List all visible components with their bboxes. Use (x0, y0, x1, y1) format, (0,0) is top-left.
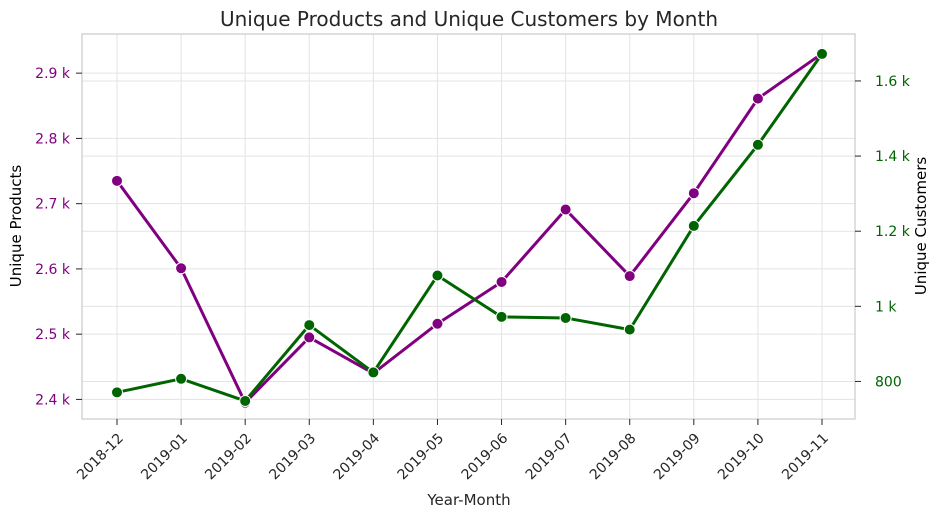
unique-customers-point (239, 394, 252, 407)
x-axis-ticks: 2018-12 2019-01 2019-02 2019-03 2019-04 2019-… (74, 419, 832, 483)
unique-customers-point (687, 219, 700, 232)
unique-customers-point (175, 372, 188, 385)
unique-customers-point (623, 323, 636, 336)
unique-customers-point (559, 311, 572, 324)
plot-frame (81, 33, 856, 420)
chart-title: Unique Products and Unique Customers by … (220, 7, 718, 31)
unique-customers-point (816, 47, 828, 60)
x-axis-label: Year-Month (426, 491, 510, 509)
left-y-tick-label: 2.4 k (35, 392, 71, 408)
unique-customers-point (111, 386, 123, 399)
left-y-tick-label: 2.7 k (35, 197, 71, 213)
x-tick-label: 2019-05 (395, 431, 448, 484)
left-y-axis-label: Unique Products (7, 165, 25, 288)
left-y-tick-label: 2.8 k (35, 131, 71, 147)
unique-products-point (687, 187, 700, 200)
unique-customers-point (751, 138, 764, 151)
left-y-tick-label: 2.6 k (35, 262, 71, 278)
right-y-tick-label: 1.6 k (875, 74, 911, 90)
unique-products-point (751, 92, 764, 105)
unique-products-point (431, 317, 444, 330)
unique-customers-point (367, 366, 380, 379)
unique-customers-point (495, 310, 508, 323)
x-tick-label: 2018-12 (74, 431, 127, 484)
unique-products-line (115, 52, 823, 405)
x-tick-label: 2019-02 (202, 431, 255, 484)
x-tick-label: 2019-06 (459, 430, 512, 483)
unique-products-point (559, 203, 572, 216)
unique-customers-line (116, 53, 824, 403)
right-y-tick-label: 1.4 k (875, 149, 911, 165)
unique-products-point (111, 174, 123, 187)
right-y-tick-label: 1.2 k (875, 224, 911, 240)
x-tick-label: 2019-09 (651, 431, 704, 484)
unique-products-point (175, 262, 188, 275)
unique-products-point (495, 275, 508, 288)
grid (82, 34, 855, 419)
left-y-tick-label: 2.5 k (35, 327, 71, 343)
x-tick-label: 2019-08 (587, 431, 640, 484)
x-tick-label: 2019-04 (331, 430, 384, 483)
x-tick-label: 2019-11 (779, 431, 832, 484)
x-tick-label: 2019-07 (523, 431, 576, 484)
right-y-tick-label: 800 (875, 374, 902, 390)
right-y-axis-ticks: 800 1 k 1.2 k 1.4 k 1.6 k (855, 74, 911, 390)
right-y-axis-label: Unique Customers (912, 157, 930, 296)
x-tick-label: 2019-10 (715, 431, 768, 484)
left-y-axis-ticks: 2.4 k 2.5 k 2.6 k 2.7 k 2.8 k 2.9 k (35, 66, 82, 408)
series-layer (111, 47, 828, 409)
unique-customers-point (431, 269, 444, 282)
unique-customers-point (303, 319, 316, 332)
unique-products-point (303, 331, 316, 344)
x-tick-label: 2019-03 (266, 431, 319, 484)
x-tick-label: 2019-01 (138, 431, 191, 484)
left-y-tick-label: 2.9 k (35, 66, 71, 82)
unique-products-point (623, 270, 636, 283)
right-y-tick-label: 1 k (875, 299, 897, 315)
